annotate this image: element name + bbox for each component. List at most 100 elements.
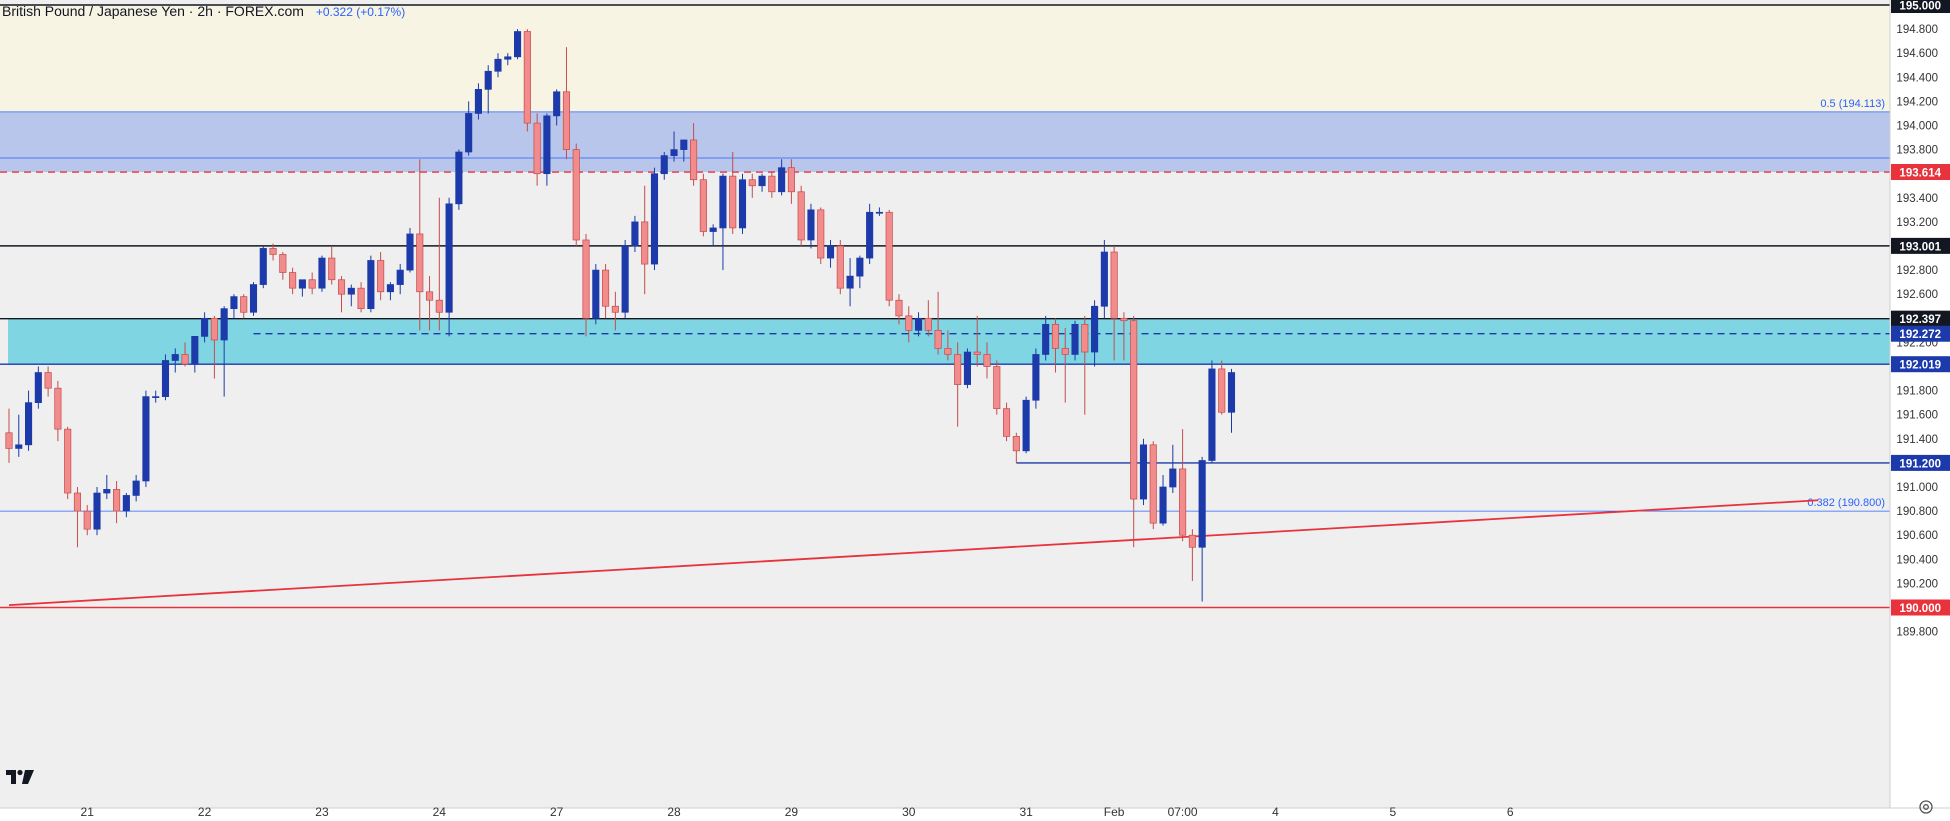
y-tick-label: 194.400	[1896, 72, 1938, 84]
candle-body	[914, 317, 923, 331]
candle	[83, 505, 91, 536]
candle	[161, 354, 170, 401]
candle-body	[1179, 468, 1187, 536]
candle-body	[768, 175, 776, 193]
candle-body	[1081, 323, 1089, 353]
candle	[1012, 432, 1020, 463]
candle	[680, 139, 688, 162]
candle	[152, 390, 160, 403]
candle	[817, 207, 825, 265]
candle-body	[347, 287, 355, 295]
candle-body	[895, 299, 903, 317]
zone-0	[0, 5, 1890, 112]
time-axis	[0, 808, 1950, 821]
candle-body	[152, 396, 160, 398]
y-tick-label: 190.400	[1896, 554, 1938, 566]
candle	[1188, 529, 1196, 581]
candle-body	[709, 227, 717, 232]
candle-body	[572, 149, 580, 241]
candle	[748, 173, 756, 198]
candle-body	[954, 354, 962, 385]
candle	[1179, 429, 1187, 542]
candle	[650, 167, 659, 271]
candle-body	[680, 139, 688, 150]
candle-body	[631, 221, 639, 247]
candle	[210, 315, 218, 379]
candle	[191, 336, 199, 373]
candle-body	[416, 233, 424, 293]
price-badge-label: 192.019	[1899, 360, 1941, 372]
candle-body	[1169, 468, 1177, 488]
candle	[553, 89, 561, 126]
candle	[993, 360, 1001, 415]
price-badge-label: 192.397	[1899, 314, 1941, 326]
candle-body	[465, 113, 473, 153]
candle	[533, 113, 541, 186]
candle	[181, 342, 189, 367]
candle-body	[1110, 251, 1118, 319]
candle-body	[807, 209, 815, 241]
candle-body	[875, 211, 883, 214]
candle	[142, 390, 150, 487]
candle	[269, 243, 277, 261]
candle	[885, 209, 893, 307]
symbol-title: British Pound / Japanese Yen · 2h · FORE…	[2, 3, 304, 19]
candle-body	[201, 317, 209, 337]
candle	[1032, 348, 1040, 409]
candle	[103, 474, 111, 500]
candle-body	[181, 354, 189, 365]
candle	[924, 300, 932, 337]
candle-body	[758, 175, 766, 187]
price-badge-label: 193.614	[1899, 168, 1941, 180]
candle	[318, 255, 326, 292]
candle	[592, 264, 600, 325]
candle-body	[367, 260, 375, 310]
candle-body	[142, 396, 150, 482]
candle	[944, 330, 952, 361]
candle-body	[553, 91, 561, 117]
candle	[562, 47, 571, 160]
candle-body	[1218, 368, 1226, 413]
candle	[826, 239, 835, 268]
candle	[1022, 396, 1030, 454]
candle	[240, 294, 248, 319]
candle	[1120, 312, 1128, 361]
candle	[621, 239, 629, 319]
y-tick-label: 190.600	[1896, 530, 1938, 542]
candle	[1227, 368, 1236, 433]
candle	[856, 255, 864, 289]
candle-body	[220, 308, 228, 341]
candle-body	[1061, 348, 1069, 355]
candle	[797, 185, 805, 246]
gear-icon[interactable]	[1918, 799, 1934, 815]
candle	[435, 197, 443, 331]
candle	[1198, 456, 1206, 602]
candle-body	[602, 269, 610, 307]
y-tick-label: 194.200	[1896, 96, 1938, 108]
candle-body	[856, 257, 864, 277]
candle-body	[846, 275, 854, 289]
y-tick-label: 193.800	[1896, 145, 1938, 157]
x-tick-label: 6	[1507, 805, 1514, 819]
candle	[1061, 327, 1069, 403]
candle-body	[93, 492, 101, 530]
candle-body	[357, 287, 365, 310]
candle	[465, 101, 473, 156]
candle-body	[249, 284, 258, 313]
candle-body	[1149, 444, 1157, 524]
candle-body	[73, 492, 82, 512]
candle	[778, 159, 786, 196]
candle	[1051, 318, 1060, 373]
x-tick-label: 21	[81, 805, 95, 819]
candle	[1081, 315, 1089, 415]
candle-body	[396, 269, 404, 285]
candle	[582, 233, 590, 337]
price-badge	[1891, 325, 1950, 342]
candle	[54, 380, 62, 442]
candle	[729, 152, 737, 234]
candle	[631, 215, 639, 253]
candle-body	[993, 366, 1001, 410]
candle-body	[328, 257, 336, 281]
candle-body	[866, 211, 874, 259]
